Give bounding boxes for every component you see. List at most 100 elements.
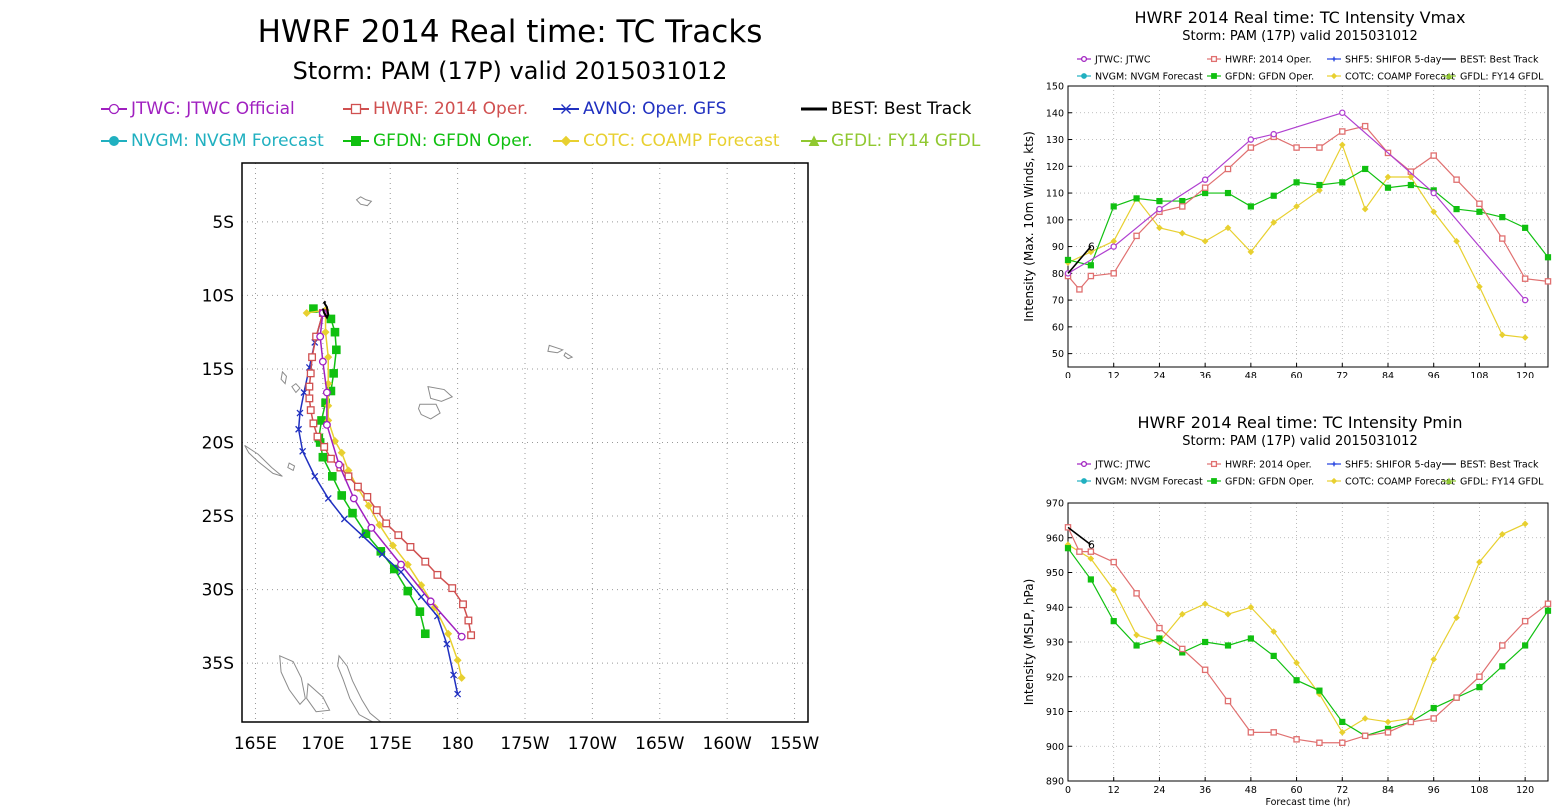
lon-tick-label: 160W — [703, 734, 752, 754]
data-point — [1247, 635, 1254, 642]
legend-label: JTWC: JTWC — [1094, 55, 1151, 66]
track-point — [327, 472, 337, 481]
lon-tick-label: 175W — [500, 734, 549, 754]
data-point — [1201, 666, 1209, 674]
data-point — [1133, 232, 1140, 240]
x-tick-label: 60 — [1291, 785, 1303, 796]
legend-label: AVNO: Oper. GFS — [583, 98, 727, 119]
track-point — [403, 586, 413, 596]
track-point — [296, 409, 304, 417]
legend-swatch — [101, 103, 127, 114]
data-point — [1316, 181, 1323, 189]
data-point — [1156, 197, 1163, 205]
y-tick-label: 890 — [1046, 777, 1064, 788]
track-point — [320, 442, 329, 451]
island-outline — [244, 445, 283, 477]
y-tick-label: 70 — [1052, 296, 1064, 307]
legend-swatch — [343, 135, 369, 146]
data-point — [1544, 278, 1552, 285]
series-jtwc — [1064, 109, 1529, 304]
track-point — [367, 523, 376, 532]
track-avno — [295, 309, 462, 698]
legend-label: SHF5: SHIFOR 5-day — [1345, 460, 1442, 471]
x-tick-label: 0 — [1065, 371, 1071, 378]
track-point — [306, 406, 315, 415]
tracks-legend-item-best: BEST: Best Track — [800, 98, 971, 119]
tracks-title: HWRF 2014 Real time: TC Tracks — [257, 14, 763, 50]
data-point — [1339, 718, 1346, 726]
island-outline — [355, 196, 373, 207]
data-point — [1521, 275, 1529, 282]
x-tick-label: 96 — [1428, 371, 1440, 378]
best-track-symbol: 6 — [1088, 241, 1095, 254]
data-point — [1522, 642, 1529, 649]
legend-item-best: BEST: Best Track — [1442, 55, 1539, 66]
legend-label: COTC: COAMP Forecast — [583, 130, 780, 151]
data-point — [1544, 607, 1552, 614]
legend-marker — [561, 103, 571, 114]
data-point — [1498, 331, 1506, 339]
lat-tick-label: 10S — [202, 286, 234, 306]
data-point — [1247, 729, 1255, 736]
data-point — [1247, 248, 1255, 256]
track-point — [363, 492, 372, 501]
y-tick-label: 910 — [1046, 707, 1064, 718]
data-point — [1316, 687, 1323, 694]
track-point — [313, 432, 322, 441]
x-tick-label: 24 — [1153, 785, 1165, 796]
y-tick-label: 120 — [1046, 162, 1064, 173]
track-line — [297, 312, 459, 695]
tracks-legend-item-cotc: COTC: COAMP Forecast — [552, 130, 779, 151]
legend-marker — [1210, 55, 1218, 63]
vmax-chart: JTWC: JTWC HWRF: 2014 Oper. SHF5: SHIFOR 5… — [1022, 55, 1552, 378]
legend-item-gfdl: GFDL: FY14 GFDL — [1442, 477, 1544, 488]
data-point — [1522, 224, 1529, 231]
data-point — [1293, 736, 1300, 743]
track-point — [324, 353, 333, 362]
series-best: 6 — [1067, 526, 1095, 552]
island-outline — [279, 655, 306, 706]
x-tick-label: 84 — [1382, 371, 1394, 378]
legend-marker — [1081, 73, 1087, 79]
data-point — [1521, 296, 1529, 304]
legend-swatch — [343, 103, 369, 114]
legend-label: COTC: COAMP Forecast — [1345, 477, 1455, 488]
map-frame — [241, 162, 809, 723]
series-hwrf — [1064, 122, 1552, 293]
legend-item-jtwc: JTWC: JTWC — [1077, 55, 1151, 66]
legend-marker — [1445, 477, 1453, 484]
data-point — [1384, 173, 1392, 181]
legend-marker — [1080, 460, 1088, 468]
data-point — [1476, 673, 1483, 680]
data-point — [1087, 548, 1095, 555]
legend-item-gfdl: GFDL: FY14 GFDL — [1442, 72, 1544, 83]
track-point — [335, 460, 343, 469]
legend-label: HWRF: 2014 Oper. — [1225, 55, 1312, 66]
data-point — [1179, 645, 1186, 653]
best-track-symbol: 6 — [1088, 539, 1095, 552]
track-point — [358, 531, 366, 539]
track-point — [340, 515, 348, 523]
data-point — [1247, 144, 1255, 151]
legend-marker — [350, 103, 362, 114]
data-point — [1270, 130, 1277, 138]
legend-marker — [1081, 478, 1087, 484]
y-tick-label: 900 — [1046, 742, 1064, 753]
data-point — [1201, 176, 1209, 183]
data-point — [1498, 530, 1506, 538]
x-tick-label: 12 — [1108, 371, 1120, 378]
data-point — [1110, 586, 1118, 594]
tracks-legend-item-hwrf: HWRF: 2014 Oper. — [342, 98, 528, 119]
legend-label: GFDL: FY14 GFDL — [1460, 72, 1544, 83]
track-point — [353, 482, 362, 491]
island-outline — [427, 385, 454, 402]
track-point — [326, 454, 335, 463]
legend-item-nvgm: NVGM: NVGM Forecast — [1077, 477, 1203, 488]
legend-marker — [109, 135, 119, 146]
series-line — [1067, 526, 1092, 546]
data-point — [1316, 187, 1323, 194]
data-point — [1201, 184, 1209, 191]
legend-swatch — [801, 134, 827, 146]
island-outline — [306, 682, 331, 713]
data-point — [1076, 286, 1083, 293]
